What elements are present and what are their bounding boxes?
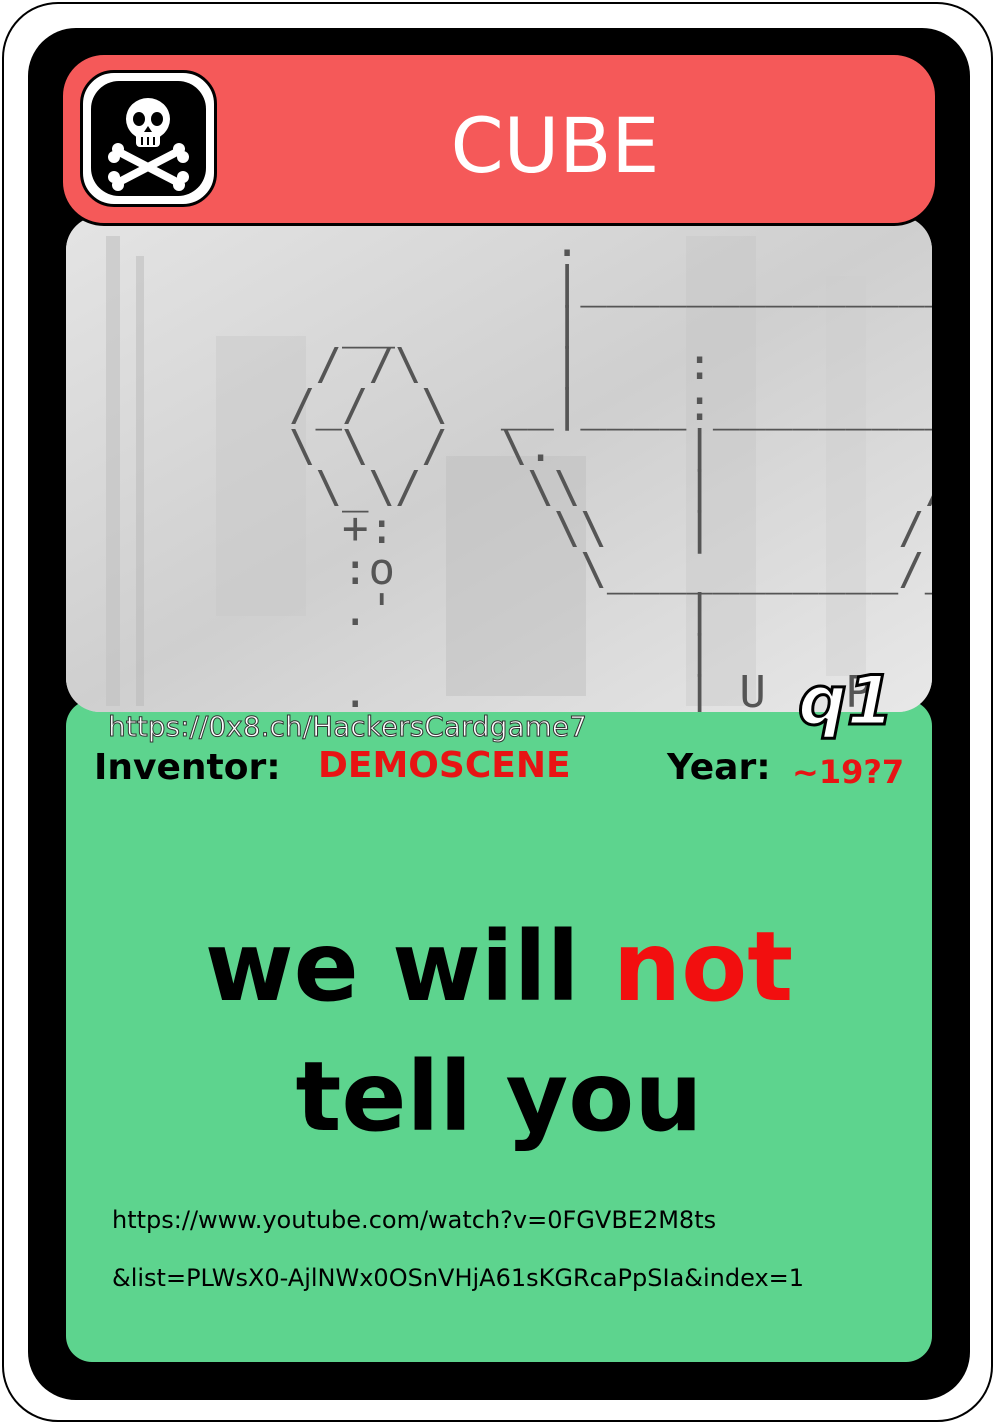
headline-line-2: tell you: [295, 1041, 703, 1153]
headline-emphasis: not: [612, 911, 794, 1023]
category-icon-frame: [80, 70, 217, 207]
card-title: CUBE: [450, 101, 660, 190]
headline-line-1: we will not: [66, 908, 932, 1026]
card-number-badge: q1: [797, 661, 896, 743]
headline-text: we will: [204, 911, 613, 1023]
ascii-art-line: \_\/ \\ | /: [236, 462, 932, 513]
inventor-value: DEMOSCENE: [318, 745, 571, 786]
year-value: ~19?7: [792, 753, 905, 791]
year-label: Year:: [667, 747, 771, 788]
info-panel: [66, 700, 932, 1362]
source-url: https://0x8.ch/HackersCardgame7: [108, 710, 588, 744]
ascii-art-line: . | U P K: [236, 667, 932, 712]
video-link-line-2[interactable]: &list=PLWsX0-AjlNWx0OSnVHjA61sKGRcaPpSIa…: [112, 1264, 805, 1292]
svg-text:. |________________: . |___________________ __ | / /\ | : /_/…: [236, 216, 932, 712]
ascii-art-line: /_/ \ __|____:__________ ____: [236, 380, 932, 431]
inventor-label: Inventor:: [94, 747, 281, 788]
skull-crossbones-icon: [108, 98, 189, 191]
ascii-art-line: |___________________: [236, 257, 932, 308]
ascii-art-line: / /\ | :: [236, 339, 713, 390]
category-icon-background: [91, 81, 206, 196]
ascii-art-line: .' |: [236, 585, 713, 636]
ascii-art-line: |: [236, 626, 713, 677]
ascii-art-line: +: \\ | /: [236, 503, 925, 554]
ascii-art-line: \ \ / \. | /_\___: [236, 421, 932, 472]
ascii-art-line: :o \___________/_______: [236, 544, 932, 595]
ascii-art-line: __ |: [236, 298, 580, 349]
video-link-line-1[interactable]: https://www.youtube.com/watch?v=0FGVBE2M…: [112, 1206, 717, 1234]
card-image: . |___________________ __ | / /\ | : /_/…: [66, 216, 932, 712]
ascii-art-image: . |___________________ __ | / /\ | : /_/…: [66, 216, 932, 712]
